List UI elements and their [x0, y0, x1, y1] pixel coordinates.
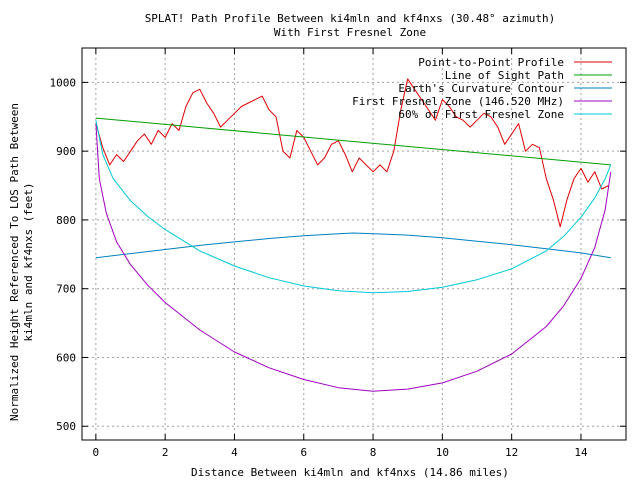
chart-subtitle: With First Fresnel Zone — [274, 26, 426, 39]
series-line-3 — [95, 232, 611, 259]
series-line-2 — [95, 117, 611, 166]
x-tick-label: 10 — [436, 446, 449, 459]
y-tick-label: 900 — [56, 145, 76, 158]
y-axis-label-line2: ki4mln and kf4nxs (feet) — [22, 183, 35, 342]
x-axis-label: Distance Between ki4mln and kf4nxs (14.8… — [191, 466, 509, 479]
y-axis-label-line1: Normalized Height Referenced To LOS Path… — [8, 103, 21, 421]
x-tick-label: 12 — [505, 446, 518, 459]
plot-border — [81, 47, 627, 441]
series-line-1 — [95, 78, 609, 228]
legend-label: 60% of First Fresnel Zone — [398, 108, 564, 121]
axes: 0 2 4 6 8 10 12 14 500 600 700 800 900 1000 — [50, 47, 627, 459]
x-tick-label: 6 — [300, 446, 307, 459]
y-tick-label: 800 — [56, 214, 76, 227]
legend-label: Line of Sight Path — [445, 69, 564, 82]
series-line-5 — [95, 120, 612, 294]
legend-label: First Fresnel Zone (146.520 MHz) — [352, 95, 564, 108]
y-tick-label: 600 — [56, 351, 76, 364]
x-tick-label: 2 — [162, 446, 169, 459]
legend-label: Point-to-Point Profile — [418, 56, 564, 69]
x-tick-label: 4 — [231, 446, 238, 459]
x-tick-label: 0 — [93, 446, 100, 459]
y-axis-label: Normalized Height Referenced To LOS Path… — [8, 103, 35, 421]
plot-series — [95, 78, 612, 392]
series-line-4 — [95, 123, 612, 392]
y-tick-label: 700 — [56, 283, 76, 296]
x-tick-label: 8 — [370, 446, 377, 459]
y-tick-label: 1000 — [50, 76, 77, 89]
chart-title: SPLAT! Path Profile Between ki4mln and k… — [145, 12, 556, 25]
legend-label: Earth's Curvature Contour — [398, 82, 564, 95]
x-tick-label: 14 — [574, 446, 588, 459]
y-tick-label: 500 — [56, 420, 76, 433]
